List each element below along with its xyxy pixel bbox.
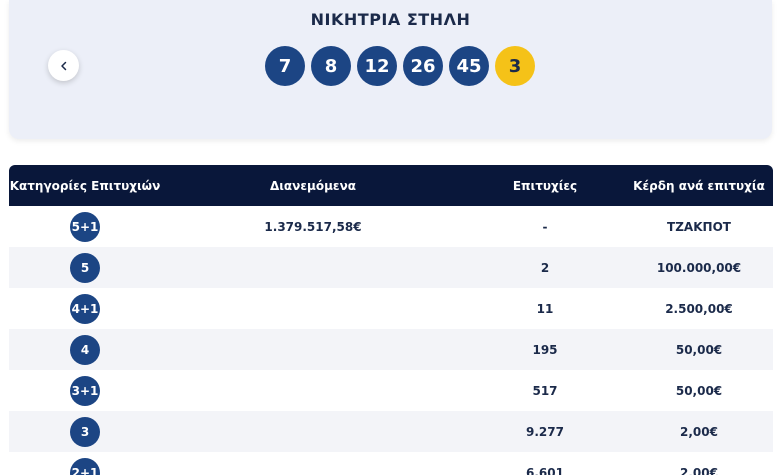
prize-cell: 2.500,00€ bbox=[625, 302, 773, 316]
table-row: 5 2 100.000,00€ bbox=[9, 247, 773, 288]
table-row: 4+1 11 2.500,00€ bbox=[9, 288, 773, 329]
column-header-prize: Κέρδη ανά επιτυχία bbox=[625, 179, 773, 193]
winners-cell: 11 bbox=[465, 302, 625, 316]
prize-table: Κατηγορίες Επιτυχιών Διανεμόμενα Επιτυχί… bbox=[9, 165, 773, 475]
winning-column-title: ΝΙΚΗΤΡΙΑ ΣΤΗΛΗ bbox=[9, 10, 772, 29]
table-row: 2+1 6.601 2,00€ bbox=[9, 452, 773, 475]
winners-cell: 517 bbox=[465, 384, 625, 398]
distributed-cell: 1.379.517,58€ bbox=[161, 220, 465, 234]
column-header-distributed: Διανεμόμενα bbox=[161, 179, 465, 193]
prize-cell: 50,00€ bbox=[625, 343, 773, 357]
winning-numbers: 7 8 12 26 45 3 bbox=[265, 46, 541, 86]
table-row: 5+1 1.379.517,58€ - ΤΖΑΚΠΟΤ bbox=[9, 206, 773, 247]
joker-ball: 3 bbox=[495, 46, 535, 86]
category-badge: 5+1 bbox=[70, 212, 100, 242]
number-ball: 8 bbox=[311, 46, 351, 86]
category-badge: 3 bbox=[70, 417, 100, 447]
table-header: Κατηγορίες Επιτυχιών Διανεμόμενα Επιτυχί… bbox=[9, 165, 773, 206]
chevron-left-icon bbox=[59, 61, 69, 71]
number-ball: 12 bbox=[357, 46, 397, 86]
prize-cell: 2,00€ bbox=[625, 425, 773, 439]
winners-cell: 6.601 bbox=[465, 466, 625, 475]
winners-cell: - bbox=[465, 220, 625, 234]
previous-draw-button[interactable] bbox=[48, 50, 79, 81]
prize-cell: 2,00€ bbox=[625, 466, 773, 475]
table-row: 3+1 517 50,00€ bbox=[9, 370, 773, 411]
winning-column-card: ΝΙΚΗΤΡΙΑ ΣΤΗΛΗ 7 8 12 26 45 3 bbox=[9, 0, 772, 139]
category-badge: 4+1 bbox=[70, 294, 100, 324]
category-badge: 2+1 bbox=[70, 458, 100, 475]
column-header-winners: Επιτυχίες bbox=[465, 179, 625, 193]
winners-cell: 195 bbox=[465, 343, 625, 357]
prize-cell: ΤΖΑΚΠΟΤ bbox=[625, 220, 773, 234]
number-ball: 26 bbox=[403, 46, 443, 86]
category-badge: 3+1 bbox=[70, 376, 100, 406]
table-row: 4 195 50,00€ bbox=[9, 329, 773, 370]
column-header-category: Κατηγορίες Επιτυχιών bbox=[9, 179, 161, 193]
winners-cell: 2 bbox=[465, 261, 625, 275]
prize-cell: 50,00€ bbox=[625, 384, 773, 398]
table-row: 3 9.277 2,00€ bbox=[9, 411, 773, 452]
number-ball: 45 bbox=[449, 46, 489, 86]
number-ball: 7 bbox=[265, 46, 305, 86]
winners-cell: 9.277 bbox=[465, 425, 625, 439]
category-badge: 4 bbox=[70, 335, 100, 365]
category-badge: 5 bbox=[70, 253, 100, 283]
prize-cell: 100.000,00€ bbox=[625, 261, 773, 275]
